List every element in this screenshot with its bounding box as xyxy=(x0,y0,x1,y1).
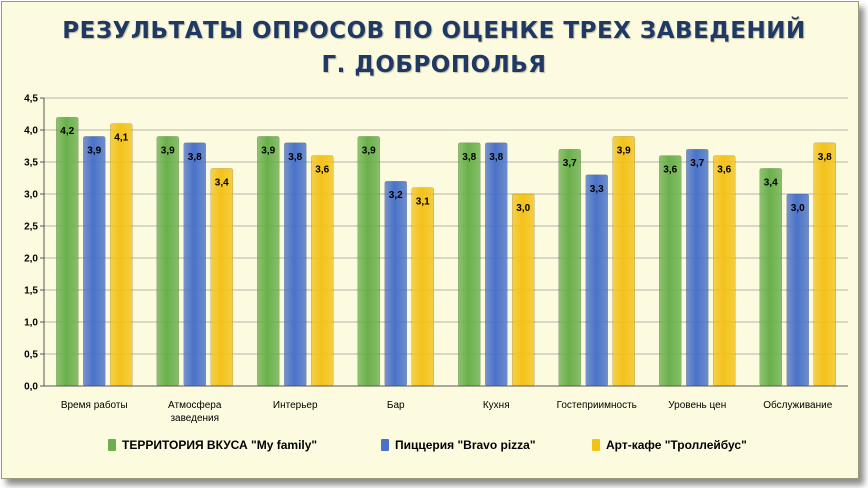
y-tick-label: 4,5 xyxy=(24,94,38,105)
legend-swatch xyxy=(592,439,600,451)
bar xyxy=(585,174,608,387)
bar xyxy=(83,136,106,387)
x-tick-label: Время работы xyxy=(61,399,128,411)
x-tick-label: Атмосфера заведения xyxy=(168,399,222,424)
data-label: 4,2 xyxy=(60,126,74,137)
bar xyxy=(813,142,836,387)
data-label: 3,6 xyxy=(315,165,329,176)
x-tick-label: Гостеприимность xyxy=(557,400,637,411)
bar xyxy=(612,136,635,387)
bar xyxy=(110,123,133,387)
bar xyxy=(713,155,736,387)
legend: ТЕРРИТОРИЯ ВКУСА "My family" Пиццерия "Br… xyxy=(0,438,868,462)
data-label: 3,9 xyxy=(261,145,275,156)
x-tick-label: Уровень цен xyxy=(668,400,726,411)
data-label: 3,8 xyxy=(188,152,202,163)
legend-swatch xyxy=(108,439,116,451)
data-label: 3,0 xyxy=(791,203,805,214)
data-label: 3,8 xyxy=(462,152,476,163)
y-tick-label: 1,0 xyxy=(24,318,38,329)
legend-swatch xyxy=(381,439,389,451)
bar xyxy=(512,193,535,387)
y-tick-label: 2,0 xyxy=(24,254,38,265)
y-tick-label: 1,5 xyxy=(24,286,38,297)
bar xyxy=(156,136,179,387)
data-label: 3,7 xyxy=(690,158,704,169)
legend-label: Пиццерия "Bravo pizza" xyxy=(395,438,536,452)
bar xyxy=(257,136,280,387)
legend-item: Пиццерия "Bravo pizza" xyxy=(381,438,536,452)
y-tick-label: 3,0 xyxy=(24,190,38,201)
legend-item: ТЕРРИТОРИЯ ВКУСА "My family" xyxy=(108,438,317,452)
bar xyxy=(284,142,307,387)
data-label: 3,6 xyxy=(717,165,731,176)
data-label: 3,2 xyxy=(389,190,403,201)
y-tick-label: 0,5 xyxy=(24,350,38,361)
x-tick-label: Интерьер xyxy=(273,400,318,411)
data-label: 3,9 xyxy=(617,145,631,156)
data-label: 3,6 xyxy=(663,165,677,176)
data-label: 3,0 xyxy=(516,203,530,214)
legend-item: Арт-кафе "Троллейбус" xyxy=(592,438,747,452)
data-label: 3,8 xyxy=(489,152,503,163)
chart-title: РЕЗУЛЬТАТЫ ОПРОСОВ ПО ОЦЕНКЕ ТРЕХ ЗАВЕДЕ… xyxy=(0,14,868,82)
bar xyxy=(357,136,380,387)
bar xyxy=(458,142,481,387)
bar xyxy=(411,187,434,387)
data-label: 3,8 xyxy=(818,152,832,163)
chart-title-line-1: РЕЗУЛЬТАТЫ ОПРОСОВ ПО ОЦЕНКЕ ТРЕХ ЗАВЕДЕ… xyxy=(62,18,806,44)
bar xyxy=(210,168,233,387)
data-label: 3,4 xyxy=(215,177,229,188)
bar xyxy=(311,155,334,387)
y-tick-label: 3,5 xyxy=(24,158,38,169)
bar xyxy=(183,142,206,387)
y-tick-label: 2,5 xyxy=(24,222,38,233)
data-label: 3,7 xyxy=(563,158,577,169)
y-tick-label: 0,0 xyxy=(24,382,38,393)
bar xyxy=(686,148,709,387)
bar xyxy=(759,168,782,387)
bar xyxy=(659,155,682,387)
x-tick-label: Кухня xyxy=(483,400,510,411)
legend-label: Арт-кафе "Троллейбус" xyxy=(606,438,747,452)
x-tick-label: Бар xyxy=(387,400,405,411)
legend-label: ТЕРРИТОРИЯ ВКУСА "My family" xyxy=(122,438,318,452)
data-label: 3,4 xyxy=(764,177,778,188)
data-label: 3,1 xyxy=(416,197,430,208)
data-label: 4,1 xyxy=(114,133,128,144)
bar xyxy=(56,116,79,387)
data-label: 3,8 xyxy=(288,152,302,163)
bar xyxy=(786,193,809,387)
data-label: 3,9 xyxy=(362,145,376,156)
chart-title-line-2: Г. ДОБРОПОЛЬЯ xyxy=(321,52,547,78)
bar xyxy=(485,142,508,387)
bar xyxy=(384,180,407,387)
data-label: 3,3 xyxy=(590,184,604,195)
bar xyxy=(558,148,581,387)
data-label: 3,9 xyxy=(161,145,175,156)
x-tick-label: Обслуживание xyxy=(763,399,832,411)
data-label: 3,9 xyxy=(87,145,101,156)
y-tick-label: 4,0 xyxy=(24,126,38,137)
